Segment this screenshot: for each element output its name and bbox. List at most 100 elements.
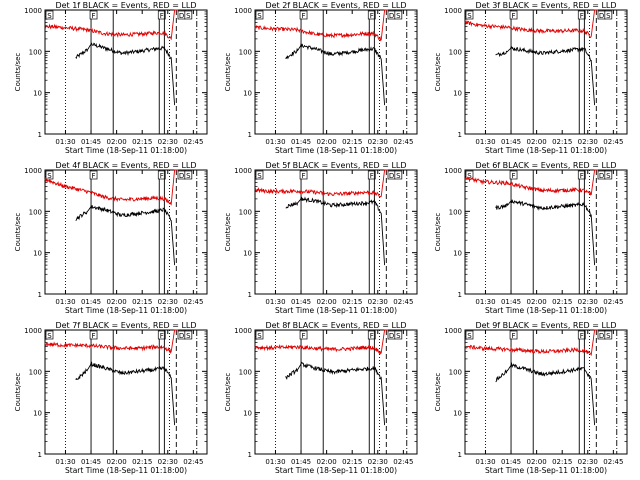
marker-label: F [160,332,164,340]
y-axis-label: Counts/sec [14,53,22,92]
marker-label-box [299,170,308,180]
x-tick-label: 02:15 [342,458,362,466]
marker-label-box [509,330,518,340]
x-tick-label: 02:30 [578,298,598,306]
y-tick-label: 1000 [444,167,462,175]
x-tick-label: 01:45 [81,458,101,466]
chart-title: Det 5f BLACK = Events, RED = LLD [265,161,406,170]
chart-panel-1: Det 1f BLACK = Events, RED = LLD 1 10 100 10… [14,1,208,155]
chart-title: Det 6f BLACK = Events, RED = LLD [475,161,616,170]
corner-label-box [394,330,403,340]
marker-label: F [580,12,584,20]
y-tick-label: 10 [453,410,462,418]
plot-frame [254,329,418,455]
x-tick-label: 02:15 [342,298,362,306]
chart-title: Det 4f BLACK = Events, RED = LLD [55,161,196,170]
plot-frame [464,169,628,295]
y-tick-label: 10 [243,410,252,418]
plot-frame [44,329,208,455]
corner-label: S [606,172,611,180]
x-tick-label: 02:45 [183,458,203,466]
marker-label-box [509,170,518,180]
y-tick-label: 10 [33,410,42,418]
marker-label-box [577,10,586,20]
x-tick-label: 01:45 [81,138,101,146]
chart-title: Det 1f BLACK = Events, RED = LLD [55,1,196,10]
y-tick-label: 1 [38,131,42,139]
x-axis-label: Start Time (18-Sep-11 01:18:00) [485,306,607,315]
corner-label: D [599,12,604,20]
chart-title: Det 7f BLACK = Events, RED = LLD [55,321,196,330]
x-tick-label: 02:15 [552,298,572,306]
x-tick-label: 02:00 [107,138,127,146]
y-tick-label: 100 [449,208,462,216]
y-tick-label: 100 [239,48,252,56]
x-tick-label: 02:45 [393,138,413,146]
corner-label: S [467,332,472,340]
marker-label-box [577,170,586,180]
corner-label: S [257,172,262,180]
marker-label: F [302,12,306,20]
y-tick-label: 1000 [234,167,252,175]
y-tick-label: 1000 [234,327,252,335]
x-tick-label: 02:00 [107,458,127,466]
plot-frame [44,169,208,295]
chart-title: Det 9f BLACK = Events, RED = LLD [475,321,616,330]
lld-series-line [44,329,178,355]
corner-label: S [186,332,191,340]
events-series-line [285,196,386,266]
x-tick-label: 01:30 [55,458,75,466]
events-series-line [75,361,176,426]
corner-label-box [604,330,613,340]
x-axis-label: Start Time (18-Sep-11 01:18:00) [65,146,187,155]
x-tick-label: 02:45 [603,458,623,466]
marker-label-box [157,10,166,20]
y-axis-label: Counts/sec [224,373,232,412]
x-tick-label: 02:00 [527,458,547,466]
corner-label: S [47,172,52,180]
corner-label: D [179,12,184,20]
x-tick-label: 02:00 [317,138,337,146]
corner-label-box [184,330,193,340]
corner-label-box [255,330,264,340]
x-tick-label: 02:15 [132,298,152,306]
y-tick-label: 100 [239,208,252,216]
events-series-line [75,205,176,266]
events-series-line [495,46,596,106]
marker-label-box [299,10,308,20]
corner-label-box [255,170,264,180]
corner-label-box [465,10,474,20]
chart-title: Det 3f BLACK = Events, RED = LLD [475,1,616,10]
x-tick-label: 02:45 [393,458,413,466]
chart-panel-7: Det 7f BLACK = Events, RED = LLD 1 10 100 10… [14,321,208,475]
x-axis-label: Start Time (18-Sep-11 01:18:00) [485,146,607,155]
x-tick-label: 02:00 [527,298,547,306]
x-axis-label: Start Time (18-Sep-11 01:18:00) [275,146,397,155]
chart-panel-3: Det 3f BLACK = Events, RED = LLD 1 10 100 10… [434,1,628,155]
y-axis-label: Counts/sec [434,53,442,92]
corner-label: S [257,332,262,340]
events-series-line [285,361,386,426]
x-tick-label: 02:15 [132,458,152,466]
x-tick-label: 01:45 [291,298,311,306]
marker-label-box [89,10,98,20]
x-axis-label: Start Time (18-Sep-11 01:18:00) [275,466,397,475]
lld-series-line [254,9,388,42]
lld-series-line [254,329,388,355]
corner-label: S [257,12,262,20]
x-tick-label: 01:45 [501,298,521,306]
x-tick-label: 02:00 [317,298,337,306]
y-tick-label: 1 [248,451,252,459]
x-tick-label: 02:30 [578,138,598,146]
x-tick-label: 02:45 [603,138,623,146]
x-tick-label: 01:30 [265,298,285,306]
lld-series-line [45,9,178,41]
corner-label-box [394,10,403,20]
corner-label-box [45,10,54,20]
y-tick-label: 100 [449,48,462,56]
y-tick-label: 1 [458,451,462,459]
x-tick-label: 02:30 [158,298,178,306]
corner-label: D [179,172,184,180]
x-tick-label: 02:30 [158,458,178,466]
plot-frame [464,329,628,455]
